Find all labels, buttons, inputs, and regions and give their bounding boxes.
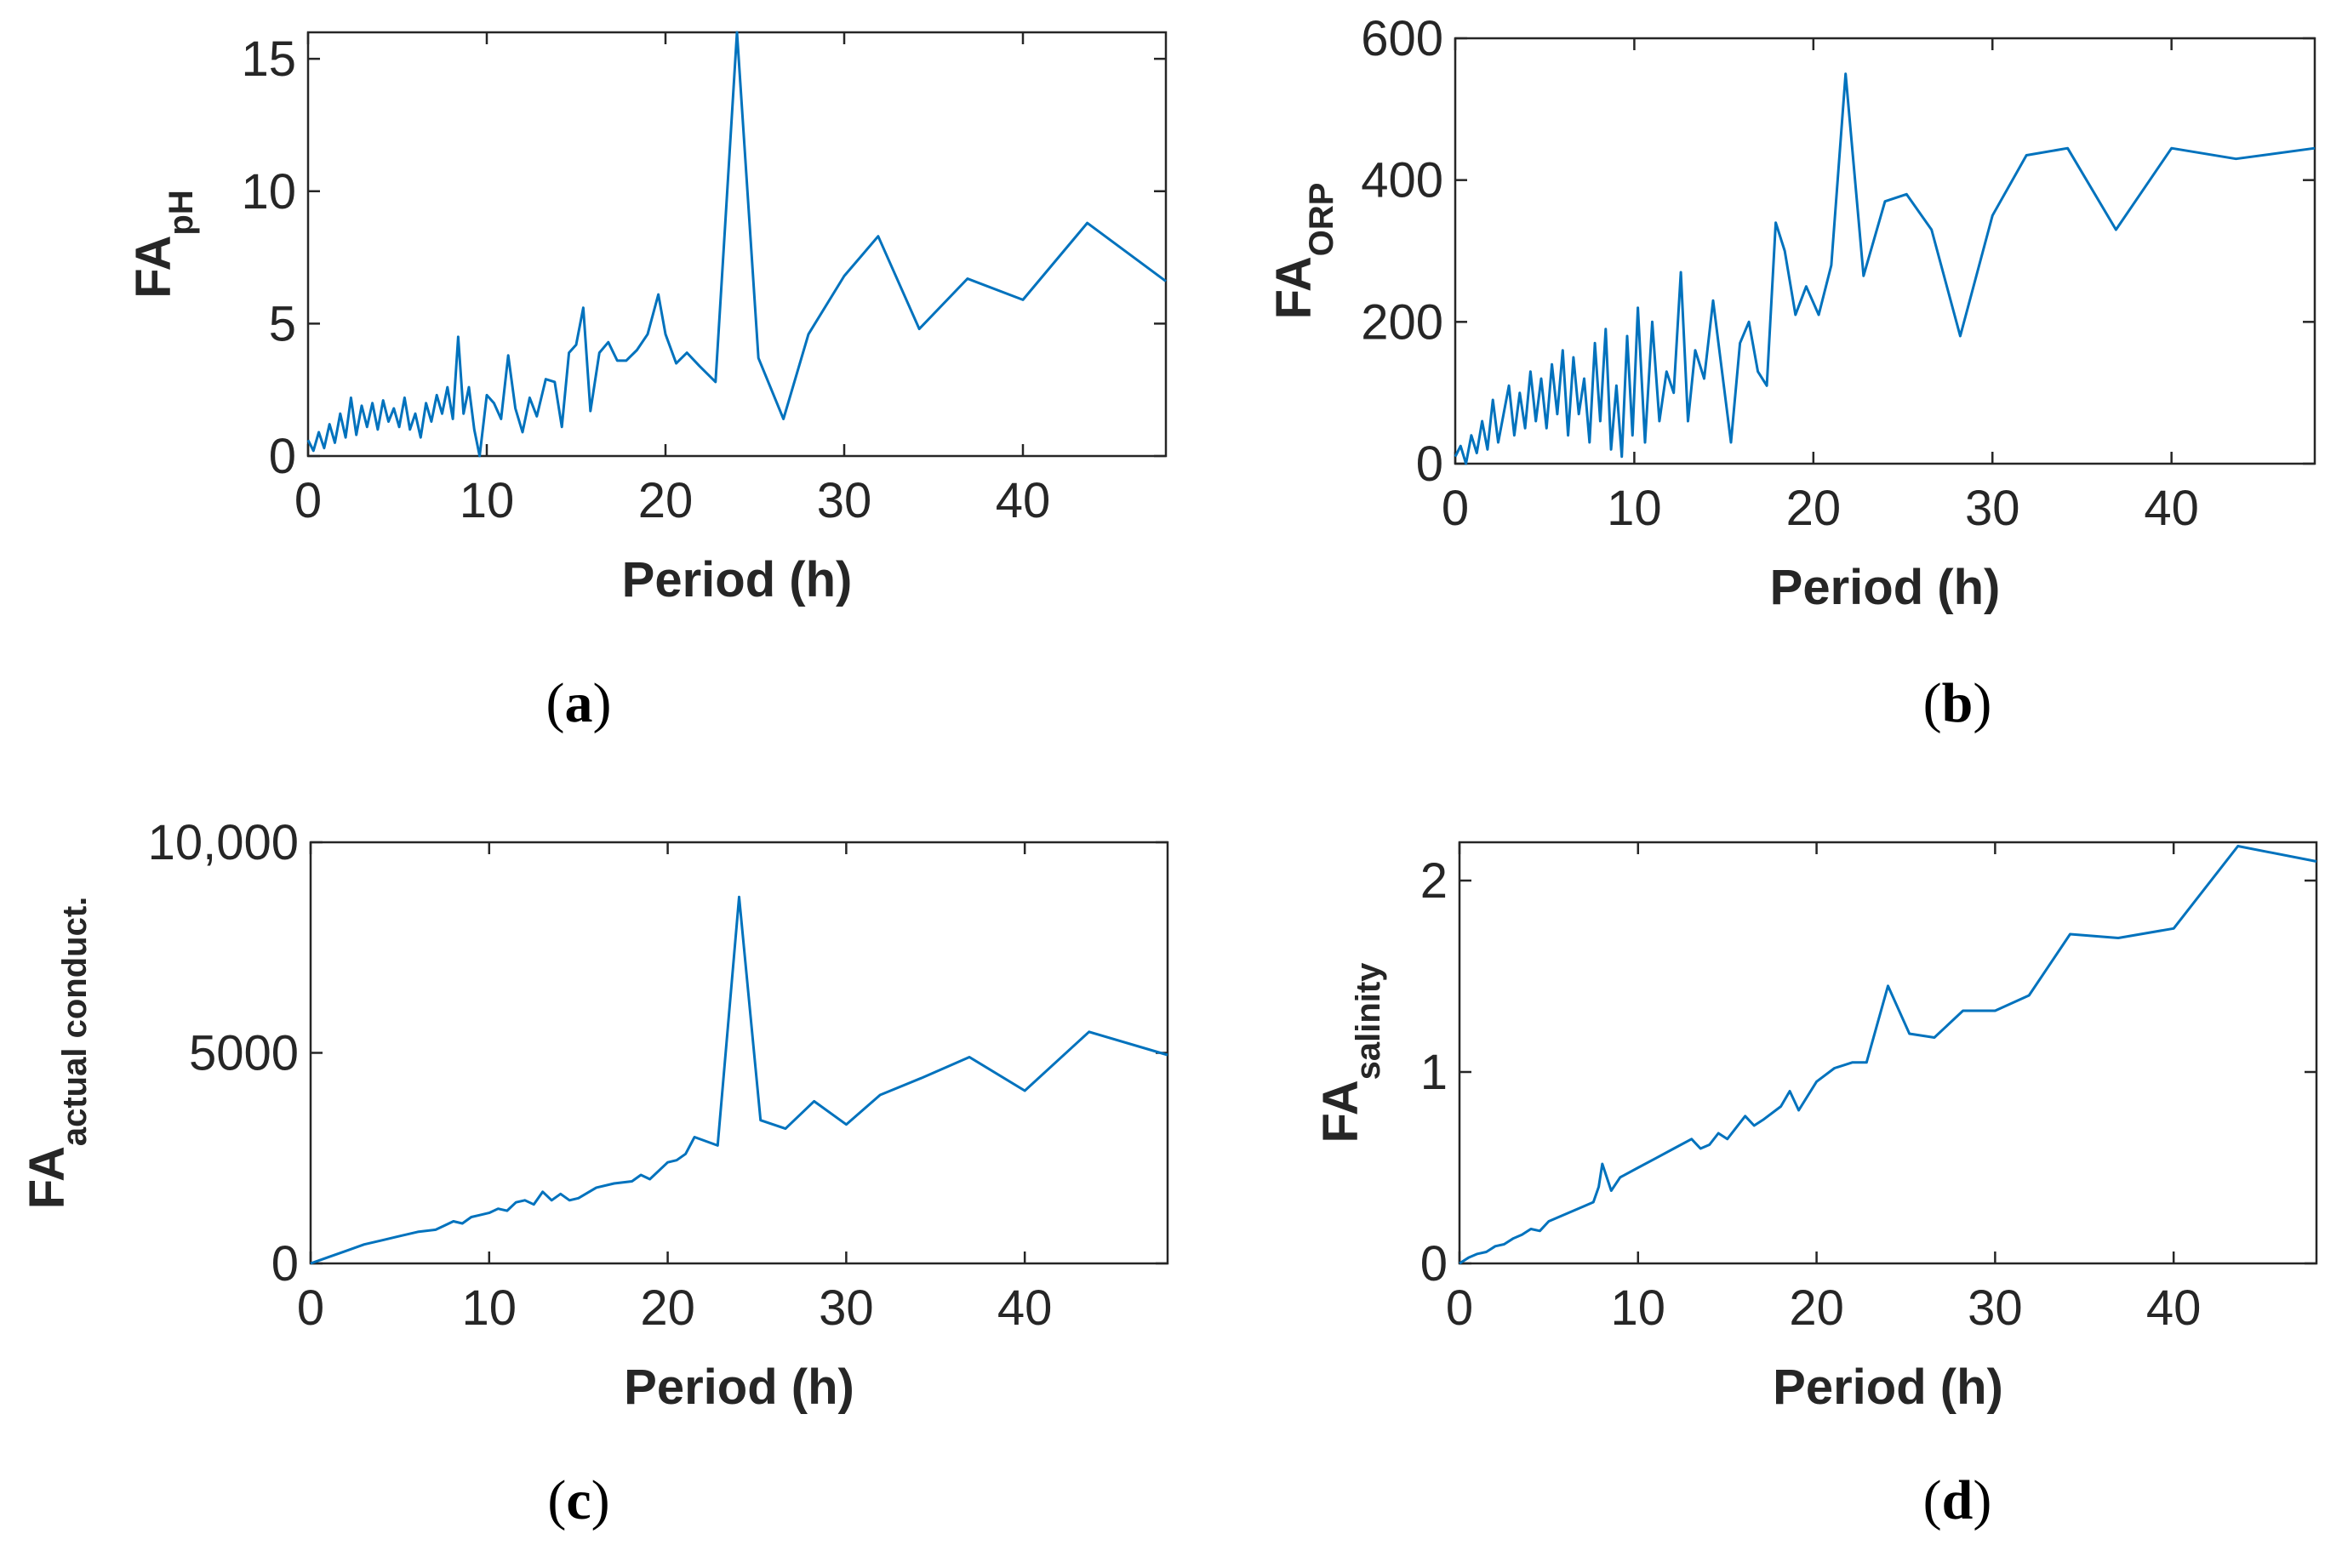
- y-tick-label: 5: [269, 296, 296, 351]
- x-tick-label: 20: [1789, 1280, 1844, 1336]
- x-axis-title: Period (h): [1770, 560, 2001, 615]
- x-tick-label: 30: [1965, 481, 2020, 536]
- y-axis-title-sub: pH: [163, 190, 200, 235]
- series-line: [1454, 72, 2316, 465]
- y-axis-title-sub: actual conduct.: [56, 897, 94, 1146]
- series-line: [306, 31, 1167, 458]
- panel-label: (d): [1923, 1469, 1992, 1531]
- y-tick-label: 0: [269, 429, 296, 484]
- y-axis-title: FAsalinity: [1313, 962, 1387, 1143]
- y-axis-title-main: FA: [1313, 1080, 1368, 1143]
- x-tick-label: 10: [460, 473, 515, 528]
- x-tick-label: 10: [462, 1280, 517, 1336]
- panel-a: 0 10 20 30 40 0 5 10 15 Period (h) FApH (a): [126, 31, 1168, 734]
- y-tick-label: 15: [241, 31, 296, 87]
- panel-label: (a): [546, 672, 612, 734]
- x-tick-label: 30: [1968, 1280, 2023, 1336]
- y-axis-title-sub: salinity: [1350, 962, 1387, 1080]
- y-tick-label: 200: [1361, 294, 1443, 350]
- x-tick-label: 0: [297, 1280, 324, 1336]
- x-axis-title: Period (h): [1773, 1360, 2003, 1415]
- x-tick-label: 20: [640, 1280, 695, 1336]
- x-tick-label: 20: [638, 473, 694, 528]
- x-tick-label: 40: [996, 473, 1051, 528]
- x-tick-label: 40: [2144, 481, 2199, 536]
- panel-label-letter: b: [1942, 672, 1974, 734]
- y-tick-label: 600: [1361, 11, 1443, 66]
- y-tick-label: 0: [1416, 436, 1443, 492]
- x-axis-title: Period (h): [622, 552, 853, 607]
- series-line: [310, 895, 1168, 1265]
- y-tick-label: 10,000: [148, 815, 299, 870]
- x-tick-label: 40: [2146, 1280, 2202, 1336]
- y-tick-label: 0: [1420, 1236, 1448, 1291]
- y-axis-title-main: FA: [20, 1146, 75, 1209]
- y-axis-title-sub: ORP: [1303, 183, 1340, 257]
- panel-c: 0 10 20 30 40 0 5000 10,000 Period (h) FAactual c…: [20, 815, 1169, 1531]
- x-tick-label: 40: [997, 1280, 1053, 1336]
- x-tick-label: 30: [817, 473, 872, 528]
- panel-label: (b): [1923, 672, 1992, 734]
- panel-label: (c): [547, 1469, 609, 1531]
- plot-frame: [306, 31, 1168, 458]
- panel-label-letter: d: [1942, 1469, 1974, 1531]
- plot-frame: [1454, 37, 2316, 465]
- y-tick-label: 5000: [189, 1026, 299, 1081]
- series-line: [1459, 845, 2317, 1265]
- y-axis-title: FApH: [126, 190, 200, 298]
- y-axis-title-main: FA: [126, 236, 181, 299]
- y-tick-label: 2: [1420, 853, 1448, 909]
- y-tick-label: 10: [241, 164, 296, 220]
- panel-label-letter: c: [566, 1469, 591, 1531]
- panel-label-letter: a: [565, 672, 593, 734]
- x-tick-label: 0: [1442, 481, 1469, 536]
- y-tick-label: 0: [271, 1236, 299, 1291]
- x-tick-label: 10: [1611, 1280, 1666, 1336]
- x-tick-label: 0: [1446, 1280, 1473, 1336]
- panel-d: 0 10 20 30 40 0 1 2 Period (h) FAsalinity (d): [1313, 841, 2318, 1531]
- y-axis-title: FAORP: [1266, 183, 1340, 320]
- y-tick-label: 400: [1361, 153, 1443, 208]
- y-tick-label: 1: [1420, 1045, 1448, 1100]
- y-axis-title-main: FA: [1266, 256, 1322, 319]
- plot-frame: [1458, 841, 2318, 1265]
- y-axis-title: FAactual conduct.: [20, 897, 94, 1210]
- x-tick-label: 10: [1607, 481, 1662, 536]
- x-tick-label: 20: [1786, 481, 1842, 536]
- x-tick-label: 0: [294, 473, 322, 528]
- x-tick-label: 30: [819, 1280, 874, 1336]
- x-axis-title: Period (h): [624, 1360, 854, 1415]
